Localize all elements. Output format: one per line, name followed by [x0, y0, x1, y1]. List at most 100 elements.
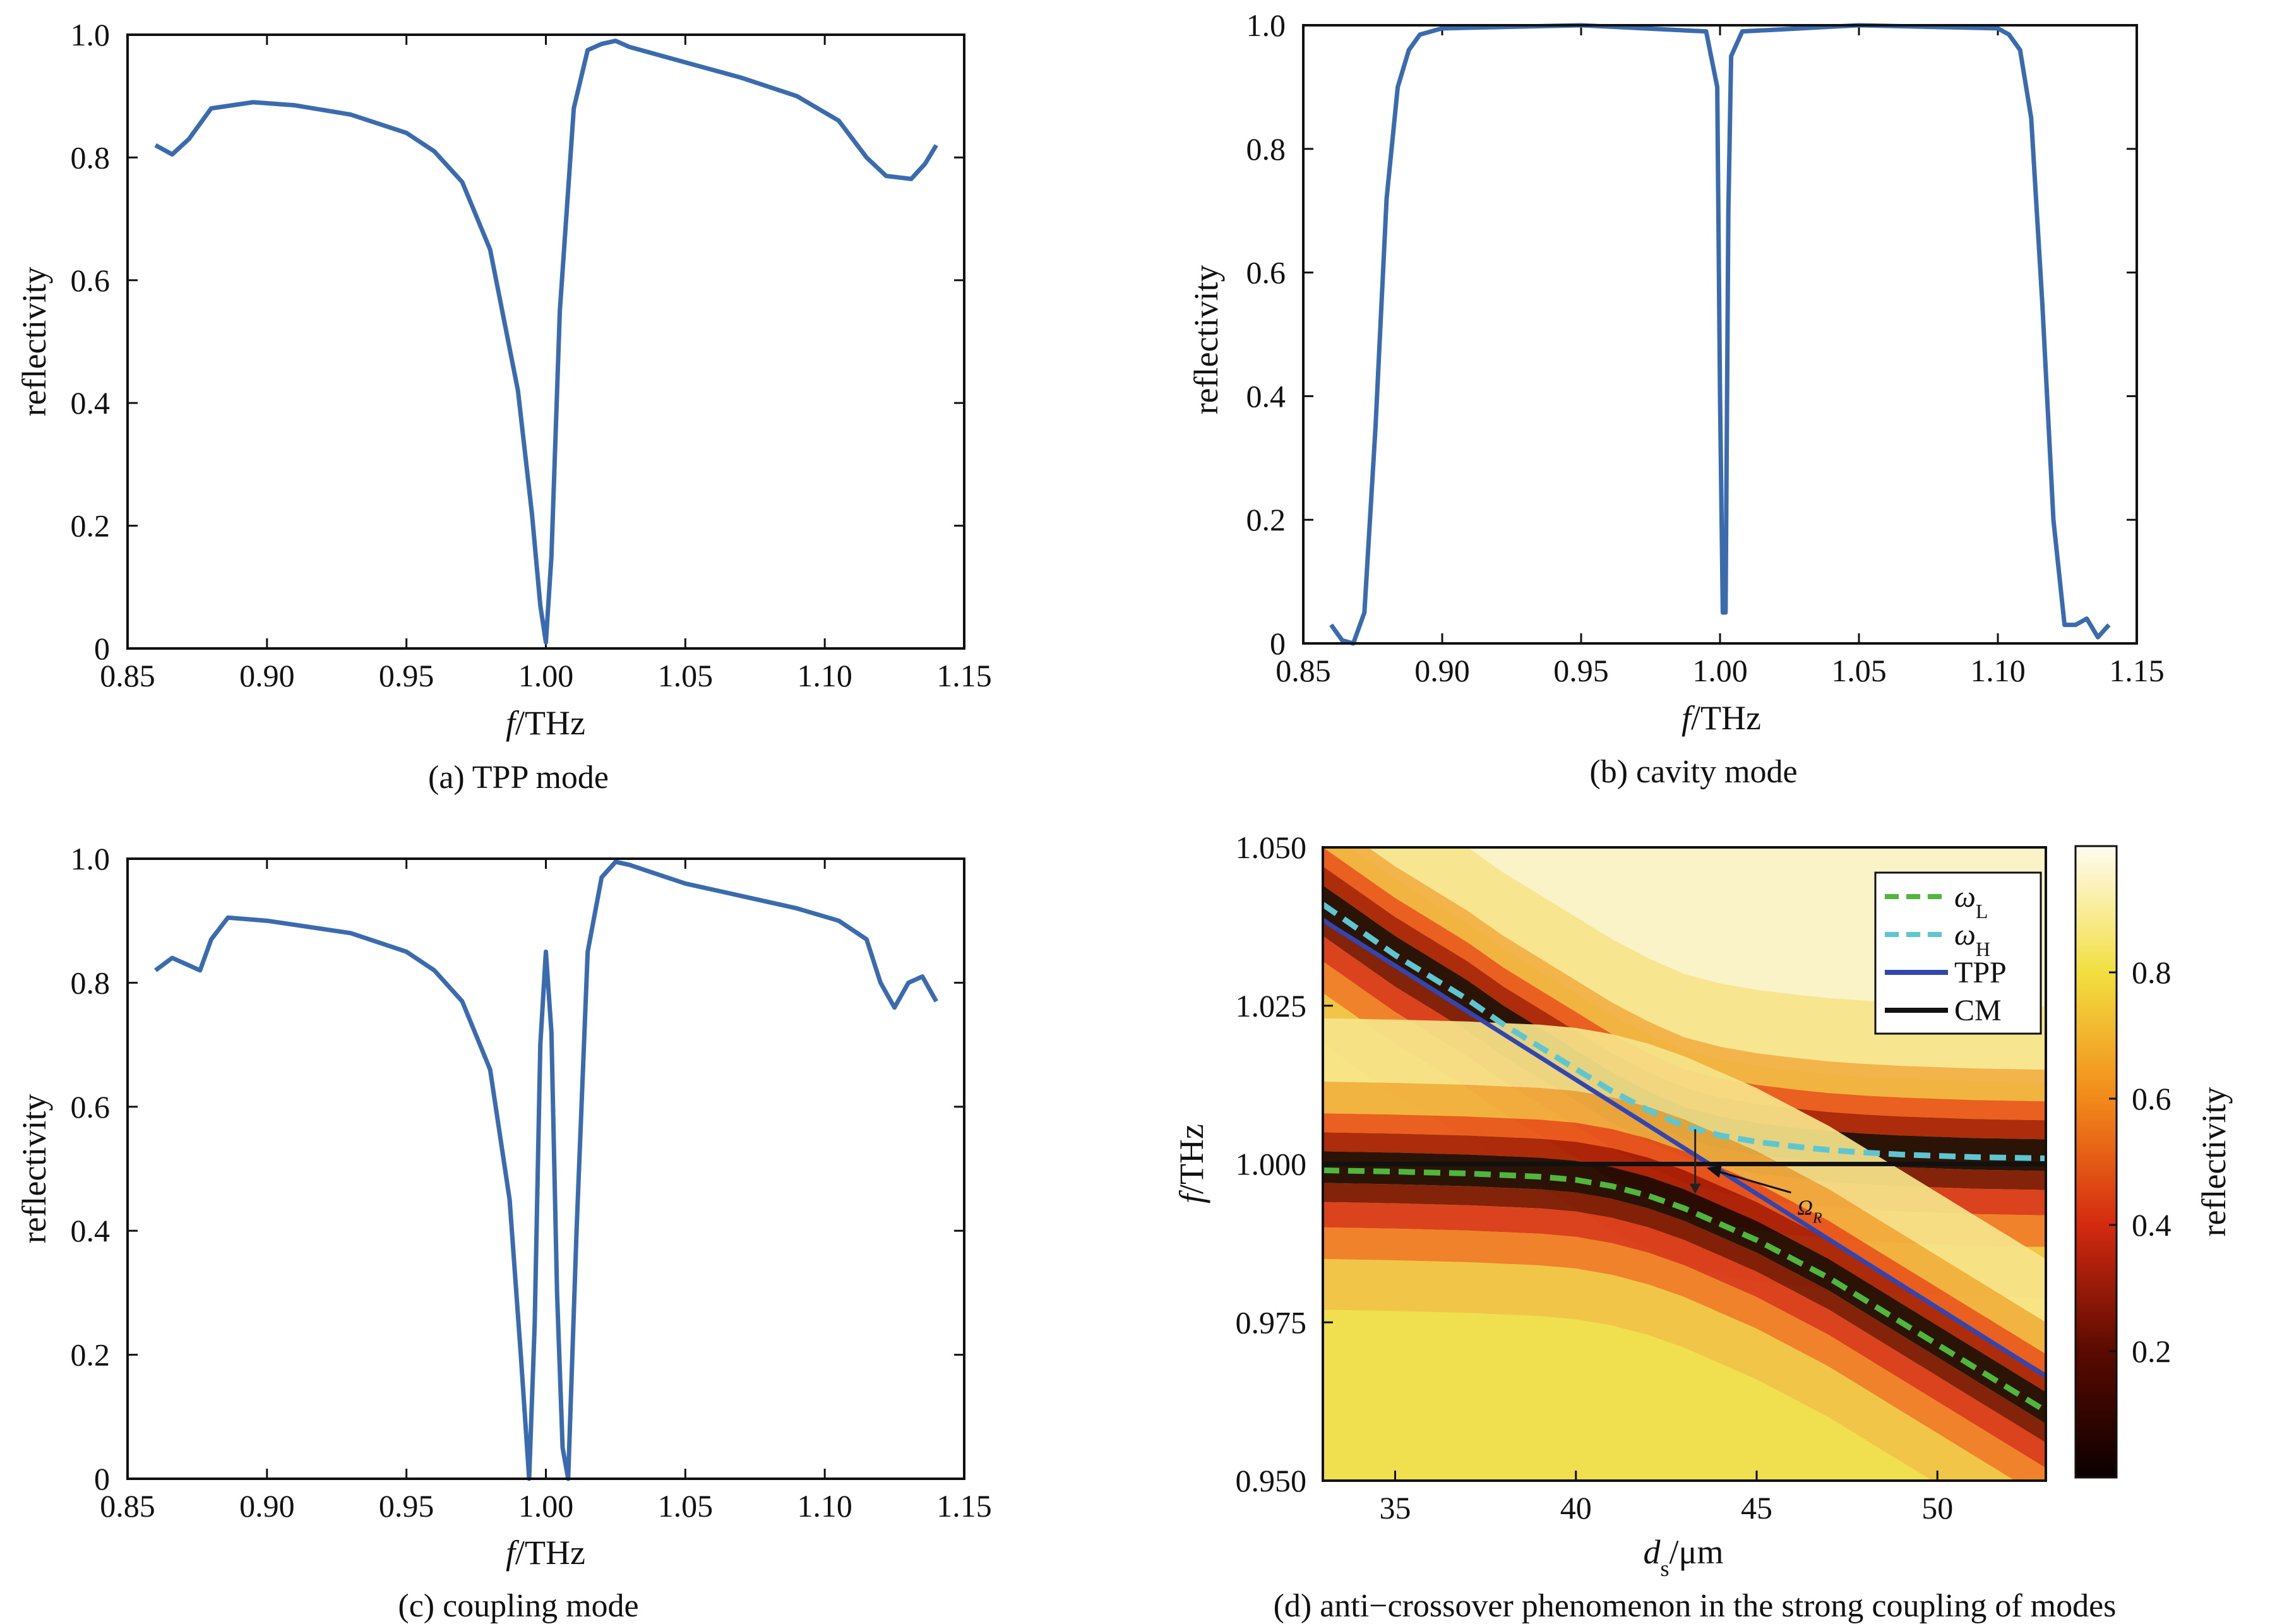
- panel-d-ytick-label: 1.050: [1236, 830, 1307, 865]
- panel-b-xtick-label: 1.05: [1831, 653, 1887, 688]
- omega-l-curve: [1323, 1167, 2046, 1414]
- colorbar-tick-label: 0.6: [2132, 1081, 2171, 1116]
- panel-c-curve: [154, 859, 938, 1481]
- panel-d-xtick-label: 50: [1921, 1490, 1953, 1525]
- panel-c-ytick-label: 0.4: [71, 1213, 111, 1248]
- panel-b-ticks: 0.85 0.90 0.95 1.00 1.05 1.10 1.15 0 0.2 0.4 0.6 0.…: [1246, 8, 2165, 688]
- panel-d-frame: [1322, 846, 2047, 1482]
- panel-b-caption: (b) cavity mode: [1589, 754, 1797, 790]
- panel-d-xtick-label: 40: [1560, 1490, 1592, 1525]
- low-branch-band: [1323, 1018, 2046, 1323]
- panel-c: 0.85 0.90 0.95 1.00 1.05 1.10 1.15 0 0.2 0.4 0.6 0.…: [15, 841, 992, 1624]
- panel-d-ticks: 35 40 45 50 0.950 0.975 1.000 1.025 1.050: [1236, 830, 1954, 1525]
- panel-a-curve: [154, 39, 938, 645]
- panel-a-frame: [126, 33, 965, 650]
- legend-label-omega-l: ωL: [1954, 880, 1988, 922]
- low-branch-band: [1323, 1202, 2046, 1468]
- panel-a-xtick-label: 1.00: [518, 658, 574, 693]
- legend: ωL ωH TPP CM: [1874, 871, 2042, 1035]
- panel-c-ytick-label: 0.6: [71, 1089, 111, 1125]
- panel-a-xtick-label: 0.85: [100, 658, 155, 693]
- panel-a-ytick-label: 0.4: [71, 385, 111, 421]
- omega-r-gap-head: [1689, 1183, 1701, 1194]
- panel-c-xlabel: f/THz: [506, 1534, 585, 1572]
- panel-d-ytick-label: 0.975: [1236, 1305, 1307, 1340]
- high-branch-band: [1323, 847, 2046, 1102]
- panel-b-xtick-label: 1.15: [2109, 653, 2165, 688]
- panel-b-frame: [1302, 24, 2138, 645]
- panel-a-xtick-label: 0.95: [379, 658, 434, 693]
- panel-a-xtick-label: 1.10: [797, 658, 852, 693]
- legend-label-omega-h: ωH: [1954, 918, 1990, 960]
- panel-c-xtick-label: 1.10: [797, 1488, 852, 1524]
- panel-c-xtick-label: 0.95: [379, 1488, 434, 1524]
- panel-d: 35 40 45 50 0.950 0.975 1.000 1.025 1.050 ΩR ωL …: [1173, 830, 2233, 1624]
- panel-a-ytick-label: 0.2: [71, 508, 111, 544]
- panel-a-ylabel: reflectivity: [15, 267, 53, 417]
- panel-b-ytick-label: 0.8: [1246, 131, 1286, 167]
- panel-a-ytick-label: 0.6: [71, 263, 111, 298]
- panel-c-ytick-label: 1.0: [71, 841, 111, 876]
- panel-d-ytick-label: 0.950: [1236, 1463, 1307, 1498]
- panel-c-xtick-label: 0.90: [239, 1488, 295, 1524]
- panel-a-caption: (a) TPP mode: [428, 760, 609, 796]
- omega-r-arrow: [1714, 1169, 1791, 1194]
- panel-d-xtick-label: 35: [1380, 1490, 1411, 1525]
- panel-b-xlabel: f/THz: [1682, 699, 1761, 737]
- panel-b-ytick-label: 0.6: [1246, 255, 1286, 290]
- colorbar: 0.2 0.4 0.6 0.8 reflectivity: [2074, 845, 2233, 1479]
- panel-b-xtick-label: 0.90: [1414, 653, 1470, 688]
- omega-h-curve: [1323, 902, 2046, 1161]
- panel-c-ylabel: reflectivity: [15, 1094, 53, 1244]
- panel-d-xlabel: ds/μm: [1644, 1533, 1724, 1581]
- panel-d-ylabel: f/THz: [1173, 1124, 1210, 1203]
- panel-c-caption: (c) coupling mode: [398, 1588, 638, 1624]
- panel-d-lines: [1323, 902, 2046, 1414]
- colorbar-label: reflectivity: [2195, 1087, 2233, 1237]
- panel-c-ytick-label: 0.2: [71, 1337, 111, 1373]
- tpp-line: [1323, 918, 2046, 1378]
- colorbar-tick-label: 0.2: [2132, 1334, 2171, 1369]
- panel-a-xtick-label: 0.90: [239, 658, 295, 693]
- panel-a-ytick-label: 0: [94, 631, 110, 666]
- colorbar-ticks: 0.2 0.4 0.6 0.8: [2109, 955, 2171, 1369]
- legend-label-cm: CM: [1954, 994, 2002, 1027]
- panel-c-frame: [126, 857, 965, 1480]
- panel-c-xtick-label: 0.85: [100, 1488, 155, 1524]
- low-branch-band: [1323, 1259, 2015, 1481]
- panel-b: 0.85 0.90 0.95 1.00 1.05 1.10 1.15 0 0.2 0.4 0.6 0.…: [1187, 8, 2165, 790]
- colorbar-tick-label: 0.4: [2132, 1207, 2171, 1243]
- omega-r-arrowhead: [1706, 1165, 1722, 1178]
- panel-c-xtick-label: 1.05: [658, 1488, 714, 1524]
- colorbar-gradient: [2074, 845, 2118, 1479]
- panel-a-xtick-label: 1.05: [658, 658, 714, 693]
- omega-r-label: ΩR: [1797, 1197, 1822, 1227]
- panel-d-xtick-label: 45: [1741, 1490, 1772, 1525]
- panel-b-ytick-label: 0.4: [1246, 378, 1286, 414]
- low-branch-band: [1323, 1227, 2046, 1481]
- panel-c-ytick-label: 0.8: [71, 965, 111, 1000]
- panel-b-xtick-label: 0.85: [1275, 653, 1331, 688]
- panel-d-heatmap: [1323, 847, 2046, 1481]
- panel-d-caption: (d) anti−crossover phenomenon in the str…: [1274, 1588, 2117, 1624]
- panel-a-xtick-label: 1.15: [936, 658, 992, 693]
- low-branch-band: [1323, 1082, 2046, 1354]
- panel-d-ytick-label: 1.025: [1236, 988, 1307, 1024]
- panel-b-curve: [1329, 23, 2111, 646]
- legend-box: [1874, 871, 2042, 1035]
- panel-c-ytick-label: 0: [94, 1461, 110, 1496]
- panel-a-ytick-label: 1.0: [71, 17, 111, 52]
- panel-d-ytick-label: 1.000: [1236, 1147, 1307, 1182]
- legend-label-tpp: TPP: [1954, 956, 2007, 989]
- low-branch-band: [1323, 1132, 2046, 1392]
- panel-a-ytick-label: 0.8: [71, 140, 111, 175]
- panel-a-ticks: 0.85 0.90 0.95 1.00 1.05 1.10 1.15 0 0.2 0.4 0.6 0.…: [71, 17, 992, 693]
- panel-b-ytick-label: 0: [1270, 626, 1286, 661]
- panel-c-xtick-label: 1.00: [518, 1488, 574, 1524]
- low-branch-band: [1323, 1183, 2046, 1443]
- panel-a-xlabel: f/THz: [506, 704, 585, 742]
- panel-a: 0.85 0.90 0.95 1.00 1.05 1.10 1.15 0 0.2 0.4 0.6 0.…: [15, 17, 992, 796]
- panel-c-xtick-label: 1.15: [936, 1488, 992, 1524]
- panel-b-ylabel: reflectivity: [1187, 265, 1225, 415]
